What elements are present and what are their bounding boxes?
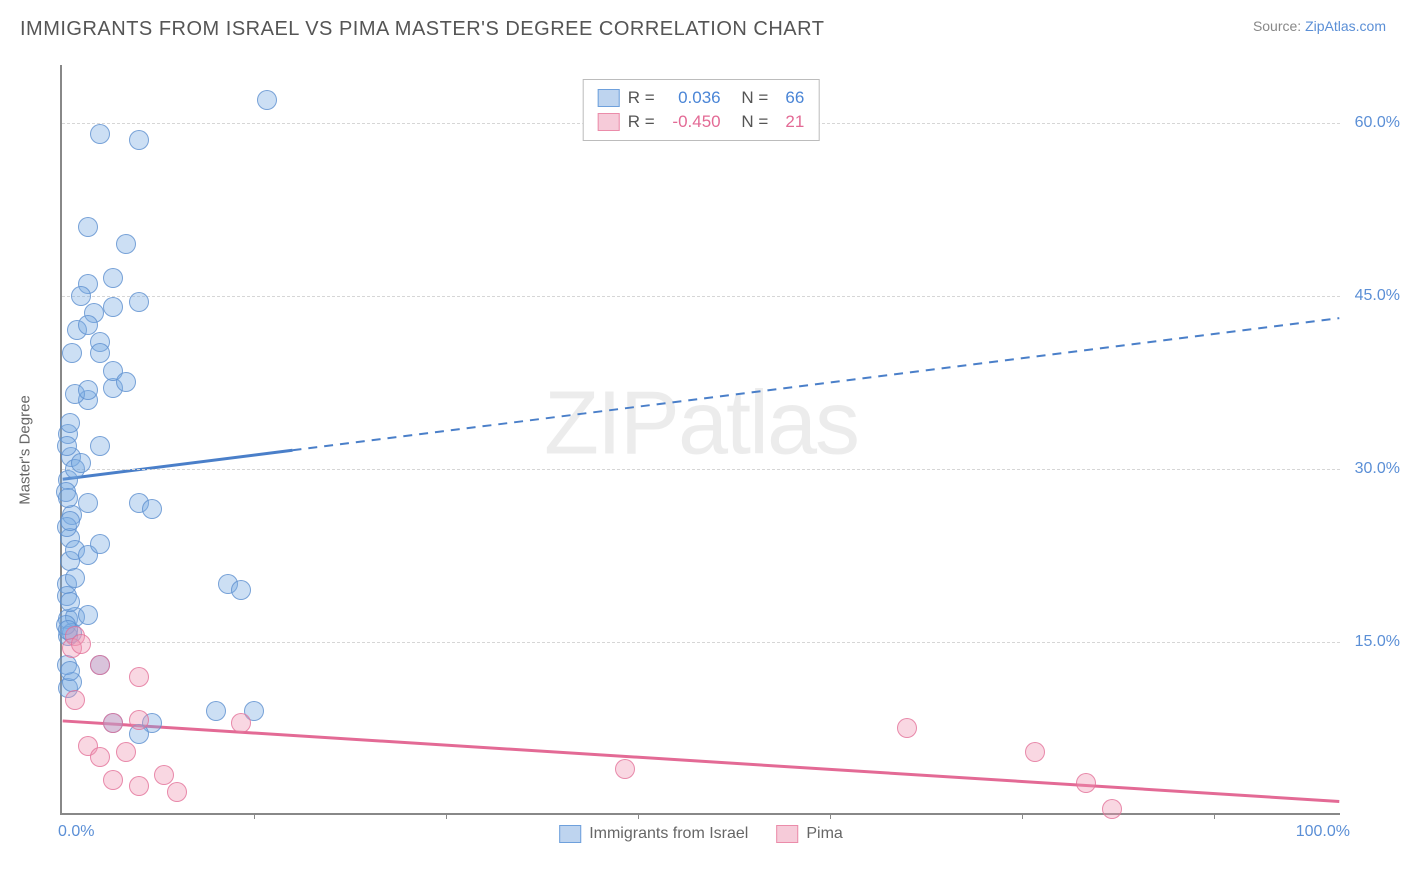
scatter-point-pink [1076, 773, 1096, 793]
scatter-point-blue [60, 592, 80, 612]
x-tick-left: 0.0% [58, 823, 94, 841]
swatch-blue-icon [559, 825, 581, 843]
scatter-point-blue [78, 315, 98, 335]
y-tick-label: 60.0% [1345, 114, 1400, 132]
scatter-point-blue [78, 380, 98, 400]
gridline-h [62, 296, 1340, 297]
scatter-point-blue [60, 661, 80, 681]
scatter-point-blue [78, 217, 98, 237]
scatter-point-pink [71, 634, 91, 654]
scatter-point-blue [71, 286, 91, 306]
scatter-point-pink [154, 765, 174, 785]
n-label: N = [741, 88, 768, 108]
scatter-point-pink [129, 667, 149, 687]
scatter-point-blue [78, 605, 98, 625]
scatter-point-blue [90, 343, 110, 363]
source-prefix: Source: [1253, 18, 1305, 34]
swatch-blue-icon [598, 89, 620, 107]
scatter-point-blue [90, 534, 110, 554]
gridline-h [62, 469, 1340, 470]
y-axis-label: Master's Degree [17, 395, 34, 505]
x-tick-mark [638, 813, 639, 819]
y-tick-label: 45.0% [1345, 287, 1400, 305]
scatter-point-blue [103, 297, 123, 317]
n-value-blue: 66 [776, 88, 804, 108]
r-value-blue: 0.036 [663, 88, 721, 108]
scatter-point-blue [90, 436, 110, 456]
correlation-row-pink: R = -0.450 N = 21 [598, 110, 805, 134]
chart-title: IMMIGRANTS FROM ISRAEL VS PIMA MASTER'S … [20, 18, 824, 41]
scatter-point-pink [129, 710, 149, 730]
scatter-point-pink [65, 690, 85, 710]
swatch-pink-icon [776, 825, 798, 843]
scatter-point-pink [129, 776, 149, 796]
x-tick-right: 100.0% [1296, 823, 1350, 841]
scatter-point-blue [60, 413, 80, 433]
scatter-point-blue [129, 292, 149, 312]
scatter-point-pink [103, 713, 123, 733]
scatter-point-blue [129, 130, 149, 150]
gridline-h [62, 642, 1340, 643]
chart-container: Master's Degree ZIPatlas R = 0.036 N = 6… [20, 55, 1386, 845]
x-tick-mark [1214, 813, 1215, 819]
scatter-point-blue [103, 268, 123, 288]
scatter-point-pink [897, 718, 917, 738]
scatter-point-blue [58, 488, 78, 508]
scatter-point-blue [116, 372, 136, 392]
scatter-point-pink [167, 782, 187, 802]
scatter-point-blue [90, 124, 110, 144]
scatter-point-blue [116, 234, 136, 254]
source-attribution: Source: ZipAtlas.com [1253, 18, 1386, 34]
scatter-point-blue [71, 453, 91, 473]
x-tick-mark [1022, 813, 1023, 819]
legend-item-blue: Immigrants from Israel [559, 825, 748, 843]
y-tick-label: 30.0% [1345, 460, 1400, 478]
r-value-pink: -0.450 [663, 112, 721, 132]
scatter-point-blue [60, 511, 80, 531]
scatter-point-pink [90, 747, 110, 767]
series-legend: Immigrants from Israel Pima [559, 825, 843, 843]
scatter-point-blue [62, 343, 82, 363]
scatter-point-pink [1102, 799, 1122, 819]
source-link[interactable]: ZipAtlas.com [1305, 18, 1386, 34]
y-tick-label: 15.0% [1345, 633, 1400, 651]
swatch-pink-icon [598, 113, 620, 131]
n-label: N = [741, 112, 768, 132]
legend-label-blue: Immigrants from Israel [589, 825, 748, 843]
plot-area: ZIPatlas R = 0.036 N = 66 R = -0.450 N =… [60, 65, 1340, 815]
x-tick-mark [446, 813, 447, 819]
scatter-point-pink [103, 770, 123, 790]
scatter-point-blue [206, 701, 226, 721]
scatter-point-pink [1025, 742, 1045, 762]
scatter-point-blue [257, 90, 277, 110]
x-tick-mark [254, 813, 255, 819]
legend-item-pink: Pima [776, 825, 842, 843]
correlation-row-blue: R = 0.036 N = 66 [598, 86, 805, 110]
r-label: R = [628, 88, 655, 108]
scatter-point-blue [78, 493, 98, 513]
scatter-point-pink [615, 759, 635, 779]
watermark: ZIPatlas [544, 373, 858, 476]
correlation-legend: R = 0.036 N = 66 R = -0.450 N = 21 [583, 79, 820, 141]
scatter-point-pink [231, 713, 251, 733]
legend-label-pink: Pima [806, 825, 842, 843]
scatter-point-blue [231, 580, 251, 600]
scatter-point-pink [116, 742, 136, 762]
x-tick-mark [830, 813, 831, 819]
n-value-pink: 21 [776, 112, 804, 132]
r-label: R = [628, 112, 655, 132]
scatter-point-pink [90, 655, 110, 675]
scatter-point-blue [57, 436, 77, 456]
scatter-point-blue [142, 499, 162, 519]
